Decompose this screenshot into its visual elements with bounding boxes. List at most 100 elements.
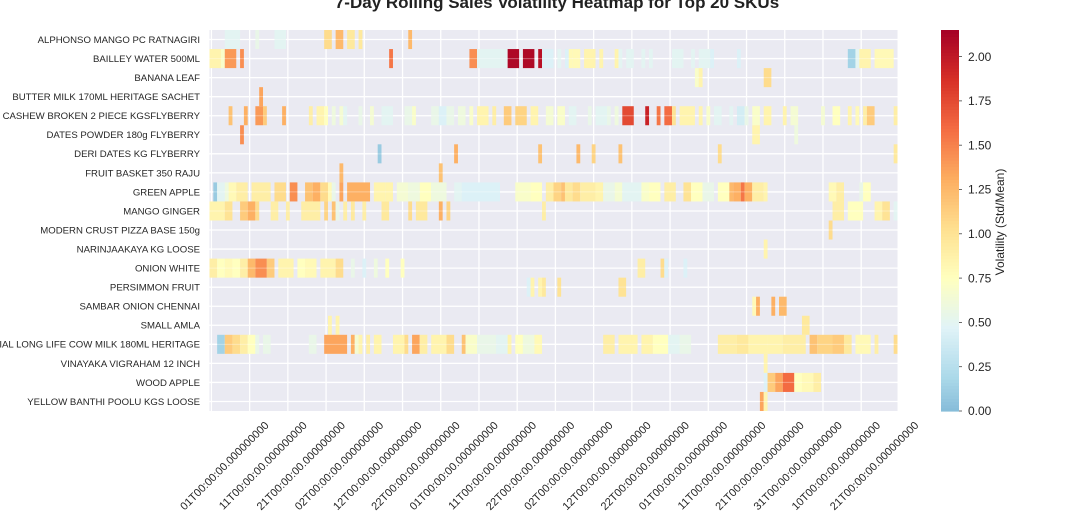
heatmap-cell xyxy=(408,201,413,221)
heatmap-cell xyxy=(572,182,581,202)
colorbar-segment xyxy=(941,166,959,171)
heatmap-cell xyxy=(335,315,340,335)
heatmap-cell xyxy=(274,30,286,50)
heatmap-cell xyxy=(477,49,508,69)
heatmap-cell xyxy=(331,201,336,221)
heatmap-cell xyxy=(255,334,260,354)
colorbar-segment xyxy=(941,271,959,276)
heatmap-cell xyxy=(637,258,646,278)
heatmap-cell xyxy=(652,334,669,354)
colorbar-segment xyxy=(941,198,959,203)
heatmap-cell xyxy=(656,106,661,126)
heatmap-cell xyxy=(320,182,328,202)
heatmap-cell xyxy=(756,296,760,316)
heatmap-cell xyxy=(358,30,363,50)
colorbar-segment xyxy=(941,249,959,253)
heatmap-cell xyxy=(305,258,317,278)
colorbar-segment xyxy=(941,103,959,107)
chart-title: 7-Day Rolling Sales Volatility Heatmap f… xyxy=(335,0,779,12)
heatmap-cell xyxy=(278,258,294,278)
heatmap-cell xyxy=(649,49,653,69)
colorbar-segment xyxy=(941,150,959,155)
heatmap-cell xyxy=(649,182,661,202)
heatmap-cell xyxy=(228,182,237,202)
heatmap-cell xyxy=(385,182,393,202)
heatmap-cell xyxy=(412,334,420,354)
heatmap-cell xyxy=(545,182,554,202)
colorbar-segment xyxy=(941,134,959,139)
heatmap-cell xyxy=(327,182,332,202)
heatmap-cell xyxy=(557,277,562,297)
heatmap-cell xyxy=(595,106,608,126)
colorbar-segment xyxy=(941,122,959,126)
heatmap-cell xyxy=(339,182,344,202)
heatmap-cell xyxy=(469,49,478,69)
heatmap-cell xyxy=(622,106,634,126)
heatmap-cell xyxy=(614,106,619,126)
heatmap-cell xyxy=(736,334,749,354)
heatmap-cell xyxy=(370,106,374,126)
heatmap-cell xyxy=(217,334,225,354)
heatmap-cell xyxy=(595,182,604,202)
heatmap-cell xyxy=(377,144,382,164)
heatmap-cell xyxy=(503,106,512,126)
heatmap-cell xyxy=(217,182,225,202)
colorbar-segment xyxy=(941,353,959,358)
colorbar-segment xyxy=(941,261,959,266)
x-axis-labels: 01T00:00:00.00000000011T00:00:00.0000000… xyxy=(178,420,921,513)
heatmap-cell xyxy=(515,334,523,354)
heatmap-cell xyxy=(446,106,455,126)
heatmap-cell xyxy=(832,106,841,126)
heatmap-cell xyxy=(859,49,871,69)
colorbar-segment xyxy=(941,179,959,183)
colorbar-segment xyxy=(941,388,959,393)
heatmap-cell xyxy=(779,296,787,316)
colorbar-segment xyxy=(941,347,959,352)
heatmap-cell xyxy=(350,201,355,221)
heatmap-cell xyxy=(404,106,413,126)
heatmap-cell xyxy=(396,182,409,202)
colorbar-segment xyxy=(941,306,959,310)
heatmap-cell xyxy=(767,334,783,354)
heatmap-cell xyxy=(534,334,543,354)
colorbar-segment xyxy=(941,337,959,342)
y-tick-label: SAMBAR ONION CHENNAI xyxy=(80,302,200,313)
heatmap-cell xyxy=(828,182,837,202)
colorbar-segment xyxy=(941,204,959,209)
colorbar-segment xyxy=(941,188,959,193)
heatmap-cell xyxy=(863,106,867,126)
colorbar-segment xyxy=(941,385,959,390)
heatmap-cell xyxy=(626,49,634,69)
heatmap-cells xyxy=(209,30,898,411)
heatmap-cell xyxy=(373,182,386,202)
heatmap-cell xyxy=(224,182,229,202)
heatmap-cell xyxy=(641,49,646,69)
y-tick-label: FRUIT BASKET 350 RAJU xyxy=(85,168,200,179)
heatmap-cell xyxy=(893,144,898,164)
colorbar-label: Volatility (Std/Mean) xyxy=(993,169,1007,276)
heatmap-cell xyxy=(752,125,760,145)
heatmap-cell xyxy=(714,106,722,126)
heatmap-cell xyxy=(874,201,883,221)
colorbar-tick-label: 0.25 xyxy=(968,360,992,374)
heatmap-cell xyxy=(220,49,225,69)
y-tick-label: BAILLEY WATER 500ML xyxy=(93,54,201,65)
heatmap-cell xyxy=(431,106,439,126)
heatmap-cell xyxy=(782,106,787,126)
colorbar-segment xyxy=(941,404,959,409)
colorbar-segment xyxy=(941,93,959,98)
colorbar-segment xyxy=(941,176,959,180)
colorbar-segment xyxy=(941,71,959,76)
heatmap-cell xyxy=(618,144,623,164)
colorbar-segment xyxy=(941,341,959,345)
y-tick-label: CASHEW BROKEN 2 PIECE KGSFLYBERRY xyxy=(3,111,201,122)
heatmap-cell xyxy=(343,201,348,221)
heatmap-cell xyxy=(603,334,615,354)
colorbar-segment xyxy=(941,30,959,34)
heatmap-cell xyxy=(622,182,642,202)
heatmap-cell xyxy=(855,334,871,354)
heatmap-cell xyxy=(274,201,279,221)
heatmap-cell xyxy=(702,182,715,202)
heatmap-cell xyxy=(855,49,860,69)
heatmap-cell xyxy=(347,182,371,202)
